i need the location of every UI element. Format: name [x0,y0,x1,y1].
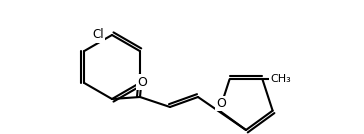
Text: CH₃: CH₃ [270,74,291,84]
Text: Cl: Cl [92,29,104,42]
Text: O: O [217,97,226,110]
Text: O: O [137,75,147,88]
